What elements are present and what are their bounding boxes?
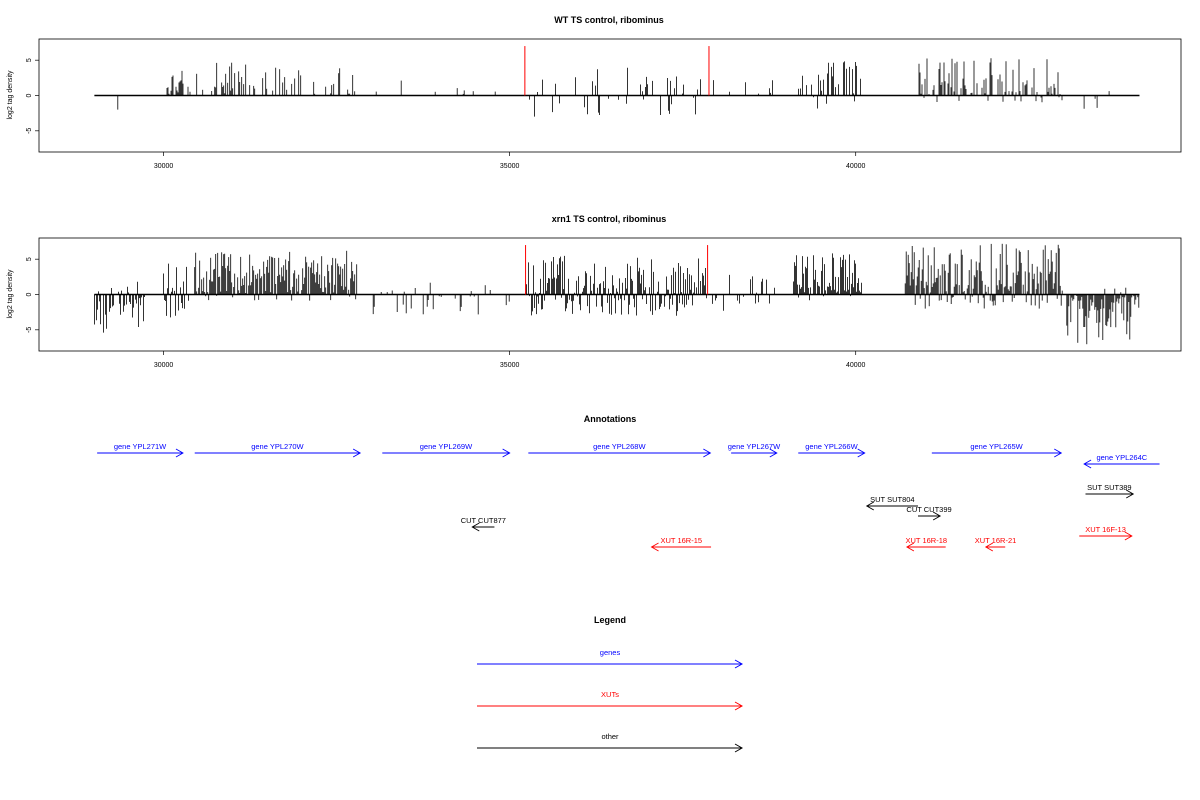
feature-gene-ypl268w: gene YPL268W	[528, 442, 712, 458]
feature-arrowhead	[703, 448, 712, 458]
feature-cut-cut399: CUT CUT399	[906, 505, 952, 521]
feature-gene-ypl271w: gene YPL271W	[97, 442, 184, 458]
annotations-panel: Annotations gene YPL271W gene YPL270W gene…	[97, 414, 1160, 552]
red-markers	[524, 46, 710, 96]
legend-arrowhead	[734, 701, 744, 711]
xrn1-coverage-panel: xrn1 TS control, ribominus log2 tag dens…	[7, 214, 1182, 369]
legend-items: genes XUTs other	[477, 648, 744, 753]
y-tick-label: 5	[26, 58, 33, 62]
feature-arrowhead	[865, 501, 875, 511]
legend-item-xuts: XUTs	[477, 690, 744, 711]
feature-arrowhead	[650, 542, 659, 552]
feature-arrowhead	[1126, 489, 1135, 499]
feature-gene-ypl267w: gene YPL267W	[728, 442, 781, 458]
red-markers	[525, 245, 709, 295]
feature-label: gene YPL268W	[593, 442, 646, 451]
feature-gene-ypl266w: gene YPL266W	[798, 442, 866, 458]
feature-arrowhead	[857, 448, 866, 458]
feature-arrowhead	[502, 448, 511, 458]
feature-arrowhead	[471, 522, 480, 532]
feature-label: gene YPL265W	[970, 442, 1023, 451]
axis-ticks: 5 0 -5 30000 35000 40000	[26, 257, 866, 369]
legend-label: XUTs	[601, 690, 619, 699]
feature-xut-16r-21: XUT 16R-21	[975, 536, 1017, 552]
feature-gene-ypl265w: gene YPL265W	[931, 442, 1063, 458]
panel-title: WT TS control, ribominus	[554, 15, 664, 25]
feature-label: gene YPL264C	[1096, 453, 1147, 462]
legend-label: genes	[600, 648, 621, 657]
feature-label: gene YPL267W	[728, 442, 781, 451]
axis-ticks: 5 0 -5 30000 35000 40000	[26, 58, 866, 170]
feature-sut-sut804: SUT SUT804	[865, 495, 918, 511]
feature-xut-16r-18: XUT 16R-18	[906, 536, 948, 552]
y-tick-label: 5	[26, 257, 33, 261]
feature-label: gene YPL271W	[114, 442, 167, 451]
legend-arrowhead	[734, 659, 744, 669]
feature-arrowhead	[769, 448, 778, 458]
x-tick-label: 30000	[154, 362, 174, 369]
feature-arrowhead	[1124, 531, 1133, 541]
wt-coverage-panel: WT TS control, ribominus log2 tag densit…	[7, 15, 1182, 170]
y-tick-label: -5	[26, 128, 33, 134]
feature-gene-ypl264c: gene YPL264C	[1083, 453, 1160, 469]
feature-gene-ypl270w: gene YPL270W	[194, 442, 362, 458]
y-axis-label: log2 tag density	[7, 70, 14, 120]
annotation-features: gene YPL271W gene YPL270W gene YPL269W gene…	[97, 442, 1160, 552]
x-tick-label: 35000	[500, 362, 520, 369]
x-tick-label: 40000	[846, 362, 866, 369]
legend-title: Legend	[594, 615, 626, 625]
y-tick-label: 0	[26, 93, 33, 97]
feature-label: XUT 16R-21	[975, 536, 1017, 545]
legend-arrowhead	[734, 743, 744, 753]
feature-label: gene YPL270W	[251, 442, 304, 451]
legend-item-other: other	[477, 732, 744, 753]
feature-arrowhead	[906, 542, 915, 552]
feature-label: CUT CUT399	[906, 505, 951, 514]
panel-title: xrn1 TS control, ribominus	[552, 214, 667, 224]
coverage-bars	[94, 243, 1140, 345]
legend: Legend genes XUTs other	[477, 615, 744, 753]
legend-item-genes: genes	[477, 648, 744, 669]
x-tick-label: 35000	[500, 163, 520, 170]
feature-arrowhead	[1054, 448, 1063, 458]
feature-label: XUT 16R-15	[661, 536, 703, 545]
feature-arrowhead	[984, 542, 994, 552]
feature-arrowhead	[175, 448, 184, 458]
x-tick-label: 40000	[846, 163, 866, 170]
feature-label: CUT CUT877	[461, 516, 506, 525]
feature-label: XUT 16R-18	[906, 536, 948, 545]
y-tick-label: 0	[26, 292, 33, 296]
feature-label: gene YPL269W	[420, 442, 473, 451]
feature-label: XUT 16F-13	[1085, 525, 1126, 534]
feature-arrowhead	[352, 448, 362, 458]
feature-sut-sut389: SUT SUT389	[1085, 483, 1135, 499]
feature-label: SUT SUT389	[1087, 483, 1131, 492]
feature-cut-cut877: CUT CUT877	[461, 516, 506, 532]
coverage-bars	[94, 58, 1140, 117]
feature-gene-ypl269w: gene YPL269W	[382, 442, 511, 458]
x-tick-label: 30000	[154, 163, 174, 170]
annotations-title: Annotations	[584, 414, 637, 424]
y-tick-label: -5	[26, 327, 33, 333]
legend-label: other	[601, 732, 619, 741]
y-axis-label: log2 tag density	[7, 269, 14, 319]
feature-xut-16r-15: XUT 16R-15	[650, 536, 712, 552]
feature-arrowhead	[932, 511, 942, 521]
feature-label: gene YPL266W	[805, 442, 858, 451]
feature-arrowhead	[1083, 459, 1092, 469]
feature-xut-16f-13: XUT 16F-13	[1079, 525, 1133, 541]
feature-label: SUT SUT804	[870, 495, 914, 504]
